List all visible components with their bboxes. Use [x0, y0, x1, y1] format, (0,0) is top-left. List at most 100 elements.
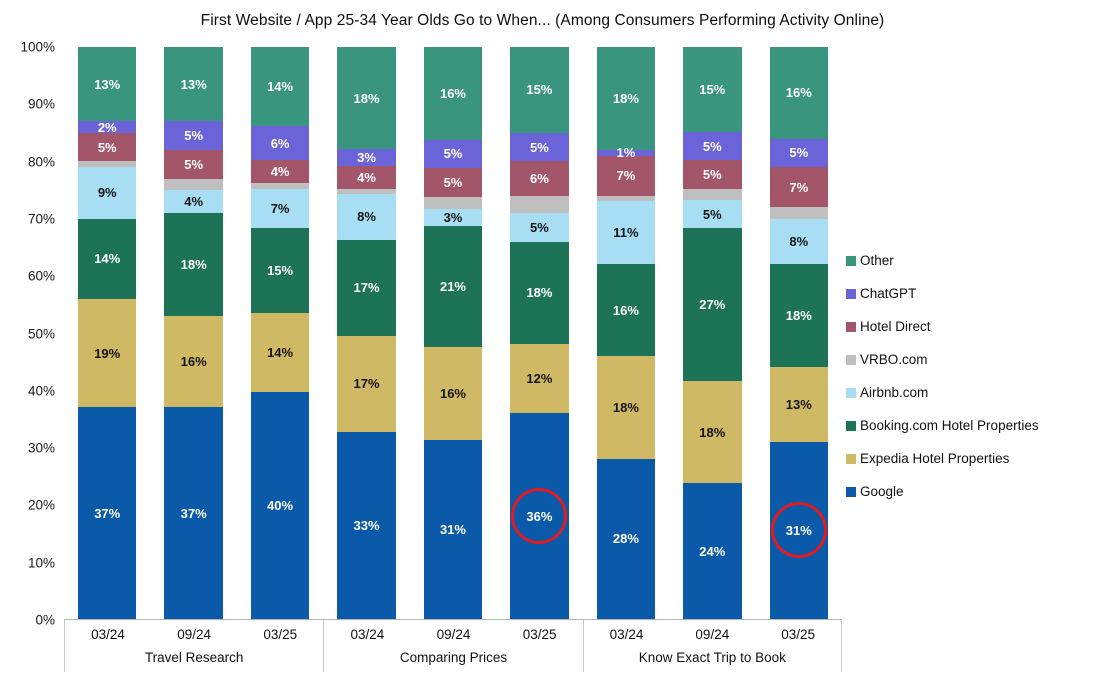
- bar-segment: 13%: [769, 367, 828, 442]
- y-tick-label: 0%: [35, 612, 55, 628]
- legend-swatch-icon: [846, 486, 856, 497]
- x-tick-label: 03/25: [781, 627, 815, 643]
- bar: 16% 5% 7% 8% 18% 13% 31%: [769, 47, 828, 619]
- bar: 13% 2% 5% 9% 14% 19% 37%: [78, 47, 137, 619]
- segment-value-label: 40%: [267, 498, 294, 514]
- bar-segment: [78, 161, 137, 168]
- y-tick-label: 30%: [27, 440, 55, 456]
- y-axis: 100% 90% 80% 70% 60% 50% 40% 30% 20% 10% 0%: [6, 40, 64, 628]
- bar-segment: 15%: [683, 47, 742, 132]
- bar-segment: 5%: [510, 212, 569, 242]
- segment-value-label: 21%: [439, 279, 466, 295]
- segment-value-label: 5%: [443, 146, 463, 162]
- segment-value-label: 33%: [353, 518, 380, 534]
- segment-value-label: 14%: [267, 345, 294, 361]
- bar-segment: 15%: [510, 47, 569, 133]
- bar: 15% 5% 5% 5% 27% 18% 24%: [683, 47, 742, 619]
- bar-segment: 3%: [337, 149, 396, 166]
- bar-segment: 8%: [769, 218, 828, 265]
- segment-value-label: 13%: [180, 76, 207, 92]
- x-tick-label: 03/24: [91, 627, 125, 643]
- date-labels-row: 03/24 09/24 03/25: [65, 627, 323, 642]
- segment-value-label: 14%: [267, 79, 294, 95]
- segment-value-label: 15%: [699, 82, 726, 98]
- bar-segment: 16%: [164, 315, 223, 408]
- bar-segment: 4%: [164, 190, 223, 213]
- bar-segment: 6%: [250, 126, 310, 161]
- bar-segment: 5%: [78, 132, 137, 162]
- bar-segment: 19%: [78, 298, 137, 408]
- bar-segment: [510, 195, 569, 213]
- legend-swatch-icon: [846, 420, 856, 431]
- segment-value-label: 5%: [702, 206, 722, 222]
- bar-segment: 40%: [250, 392, 310, 619]
- bar-segment: 11%: [596, 201, 656, 265]
- segment-value-label: 24%: [699, 543, 726, 559]
- bar-segment: 5%: [683, 132, 742, 161]
- segment-value-label: 18%: [612, 399, 639, 415]
- segment-value-label: 7%: [616, 168, 636, 184]
- y-tick-label: 100%: [20, 39, 55, 55]
- legend-item: Google: [846, 475, 1039, 508]
- bar-segment: 28%: [596, 458, 656, 619]
- bar-segment: 18%: [596, 47, 656, 150]
- bar-segment: 8%: [337, 194, 396, 240]
- bar-segment: 24%: [683, 483, 742, 619]
- bar-segment: 13%: [78, 47, 137, 122]
- legend-item: Booking.com Hotel Properties: [846, 409, 1039, 442]
- segment-value-label: 13%: [94, 76, 121, 92]
- legend: Other ChatGPT Hotel Direct VRBO.com Airbnb.c…: [846, 244, 1039, 508]
- bar-segment: [164, 178, 223, 191]
- segment-value-label: 8%: [357, 209, 376, 225]
- group-label-area: 03/24 09/24 03/25 Travel Research: [64, 620, 323, 672]
- group-label-area: 03/24 09/24 03/25 Know Exact Trip to Book: [582, 620, 842, 672]
- bar-segment: 3%: [423, 208, 483, 227]
- x-tick-label: 09/24: [695, 627, 730, 643]
- bar-segment: 14%: [250, 313, 310, 393]
- bar-segment: 5%: [423, 168, 483, 198]
- bar-segment: 18%: [164, 212, 223, 316]
- legend-label: Booking.com Hotel Properties: [860, 418, 1039, 433]
- bar-segment: [769, 207, 828, 219]
- date-labels-row: 03/24 09/24 03/25: [584, 627, 841, 642]
- bar-segment: 18%: [337, 47, 396, 149]
- segment-value-label: 14%: [94, 251, 121, 267]
- segment-value-label: 16%: [785, 85, 812, 101]
- legend-label: Other: [860, 253, 894, 268]
- x-tick-label: 03/25: [263, 627, 298, 643]
- bar-segment: 14%: [78, 218, 137, 299]
- group-bars: 13% 2% 5% 9% 14% 19% 37% 13% 5% 5% 4% 18% 16% 37% 14% 6…: [64, 47, 324, 620]
- bar-segment: 31%: [769, 441, 828, 619]
- bar-segment: 37%: [164, 407, 223, 619]
- legend-label: ChatGPT: [860, 286, 917, 301]
- legend-label: Expedia Hotel Properties: [860, 451, 1010, 466]
- bar-segment: [596, 195, 656, 202]
- segment-value-label: 4%: [357, 169, 376, 185]
- date-labels-row: 03/24 09/24 03/25: [324, 627, 582, 642]
- segment-value-label: 5%: [789, 145, 809, 161]
- bar-segment: 7%: [596, 155, 656, 196]
- segment-value-label: 37%: [180, 505, 207, 521]
- y-tick-label: 80%: [27, 154, 55, 170]
- bar-segment: 5%: [164, 121, 223, 150]
- y-tick-label: 60%: [27, 268, 55, 284]
- category-group: 13% 2% 5% 9% 14% 19% 37% 13% 5% 5% 4% 18% 16% 37% 14% 6…: [64, 47, 324, 672]
- bar-segment: 5%: [423, 139, 483, 169]
- segment-value-label: 18%: [180, 256, 207, 272]
- legend-item: ChatGPT: [846, 277, 1039, 310]
- segment-value-label: 18%: [699, 424, 726, 440]
- bar-segment: 6%: [510, 161, 569, 196]
- legend-swatch-icon: [846, 288, 856, 299]
- plot-area: 13% 2% 5% 9% 14% 19% 37% 13% 5% 5% 4% 18% 16% 37% 14% 6…: [64, 47, 842, 672]
- bar-segment: 17%: [337, 335, 396, 433]
- bar-segment: [250, 182, 310, 189]
- bar-segment: 17%: [337, 239, 396, 336]
- segment-value-label: 16%: [180, 354, 207, 370]
- category-group: 18% 3% 4% 8% 17% 17% 33% 16% 5% 5% 3% 21% 16% 31% 15% 5…: [323, 47, 583, 672]
- y-tick-label: 50%: [27, 326, 55, 341]
- chart-title: First Website / App 25-34 Year Olds Go t…: [200, 12, 885, 29]
- bar-segment: 14%: [250, 47, 310, 127]
- bar-segment: 18%: [769, 264, 828, 368]
- segment-value-label: 18%: [353, 90, 380, 106]
- bar-segment: 37%: [78, 407, 137, 619]
